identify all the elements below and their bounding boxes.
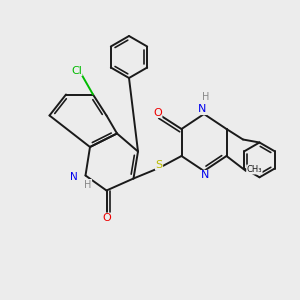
Text: O: O <box>153 107 162 118</box>
Text: H: H <box>84 179 92 190</box>
Text: H: H <box>202 92 209 103</box>
Text: O: O <box>102 213 111 223</box>
Text: N: N <box>201 170 210 181</box>
Text: CH₃: CH₃ <box>247 165 262 174</box>
Text: N: N <box>198 104 207 115</box>
Text: S: S <box>155 160 163 170</box>
Text: N: N <box>70 172 78 182</box>
Text: Cl: Cl <box>71 65 82 76</box>
